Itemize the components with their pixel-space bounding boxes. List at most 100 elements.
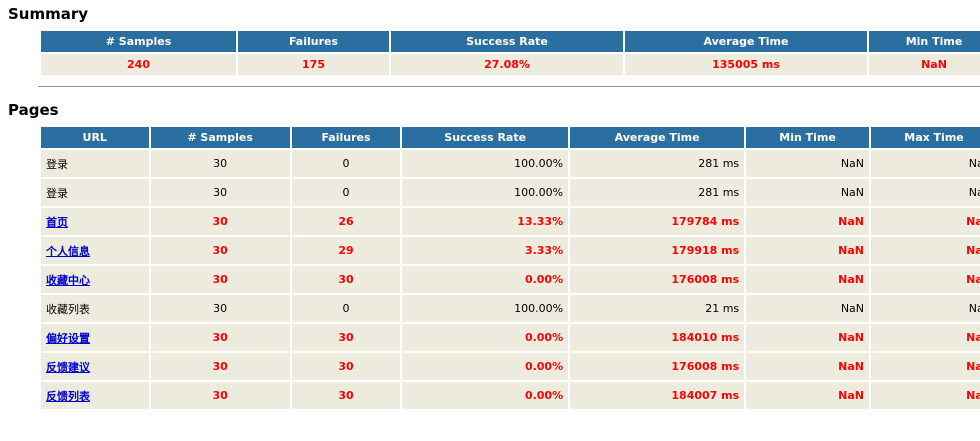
min-time-cell: NaN [746, 324, 870, 351]
min-time-cell: NaN [746, 179, 870, 206]
failures-cell: 30 [291, 353, 401, 380]
success-rate-cell: 100.00% [402, 295, 569, 322]
min-time-cell: NaN [746, 150, 870, 177]
min-time-cell: NaN [746, 295, 870, 322]
pages-header-url: URL [41, 127, 149, 148]
pages-header-average-time: Average Time [570, 127, 745, 148]
failures-cell: 30 [291, 266, 401, 293]
failures-cell: 0 [291, 295, 401, 322]
url-link[interactable]: 首页 [46, 215, 68, 229]
max-time-cell: NaN [871, 295, 980, 322]
samples-cell: 30 [150, 237, 290, 264]
min-time-cell: NaN [746, 382, 870, 409]
url-link[interactable]: 收藏中心 [46, 273, 90, 287]
url-cell: 首页 [41, 208, 149, 235]
min-time-cell: NaN [746, 237, 870, 264]
min-time-cell: NaN [746, 208, 870, 235]
pages-header-success-rate: Success Rate [402, 127, 569, 148]
max-time-cell: NaN [871, 324, 980, 351]
summary-header-min-time: Min Time [869, 31, 980, 52]
average-time-cell: 184007 ms [570, 382, 745, 409]
success-rate-cell: 0.00% [402, 382, 569, 409]
average-time-cell: 21 ms [570, 295, 745, 322]
summary-average-time: 135005 ms [625, 54, 867, 75]
success-rate-cell: 0.00% [402, 353, 569, 380]
average-time-cell: 179918 ms [570, 237, 745, 264]
summary-title: Summary [8, 5, 89, 23]
url-link[interactable]: 反馈列表 [46, 389, 90, 403]
samples-cell: 30 [150, 382, 290, 409]
failures-cell: 26 [291, 208, 401, 235]
url-link[interactable]: 反馈建议 [46, 360, 90, 374]
samples-cell: 30 [150, 353, 290, 380]
average-time-cell: 281 ms [570, 179, 745, 206]
success-rate-cell: 13.33% [402, 208, 569, 235]
summary-failures: 175 [238, 54, 389, 75]
max-time-cell: NaN [871, 266, 980, 293]
pages-header-min-time: Min Time [746, 127, 870, 148]
section-divider [38, 86, 980, 87]
failures-cell: 0 [291, 150, 401, 177]
samples-cell: 30 [150, 208, 290, 235]
average-time-cell: 176008 ms [570, 266, 745, 293]
pages-header-samples: # Samples [150, 127, 290, 148]
failures-cell: 30 [291, 324, 401, 351]
summary-row: 240 175 27.08% 135005 ms NaN [41, 54, 980, 75]
url-cell: 登录 [41, 150, 149, 177]
samples-cell: 30 [150, 266, 290, 293]
pages-title: Pages [8, 101, 59, 119]
summary-table: # Samples Failures Success Rate Average … [39, 29, 980, 77]
max-time-cell: NaN [871, 237, 980, 264]
success-rate-cell: 0.00% [402, 324, 569, 351]
failures-cell: 30 [291, 382, 401, 409]
samples-cell: 30 [150, 295, 290, 322]
max-time-cell: NaN [871, 150, 980, 177]
samples-cell: 30 [150, 179, 290, 206]
url-cell: 收藏中心 [41, 266, 149, 293]
max-time-cell: NaN [871, 353, 980, 380]
summary-success-rate: 27.08% [391, 54, 623, 75]
min-time-cell: NaN [746, 353, 870, 380]
success-rate-cell: 3.33% [402, 237, 569, 264]
success-rate-cell: 100.00% [402, 150, 569, 177]
url-link[interactable]: 偏好设置 [46, 331, 90, 345]
failures-cell: 29 [291, 237, 401, 264]
pages-header-failures: Failures [291, 127, 401, 148]
summary-header-average-time: Average Time [625, 31, 867, 52]
summary-samples: 240 [41, 54, 236, 75]
url-cell: 收藏列表 [41, 295, 149, 322]
success-rate-cell: 100.00% [402, 179, 569, 206]
max-time-cell: NaN [871, 208, 980, 235]
samples-cell: 30 [150, 324, 290, 351]
average-time-cell: 176008 ms [570, 353, 745, 380]
success-rate-cell: 0.00% [402, 266, 569, 293]
samples-cell: 30 [150, 150, 290, 177]
summary-header-failures: Failures [238, 31, 389, 52]
summary-header-row: # Samples Failures Success Rate Average … [41, 31, 980, 52]
url-cell: 个人信息 [41, 237, 149, 264]
failures-cell: 0 [291, 179, 401, 206]
max-time-cell: NaN [871, 382, 980, 409]
pages-header-row: URL # Samples Failures Success Rate Aver… [41, 127, 980, 148]
average-time-cell: 281 ms [570, 150, 745, 177]
url-cell: 反馈列表 [41, 382, 149, 409]
pages-table: URL # Samples Failures Success Rate Aver… [39, 125, 980, 411]
url-cell: 登录 [41, 179, 149, 206]
summary-header-samples: # Samples [41, 31, 236, 52]
max-time-cell: NaN [871, 179, 980, 206]
url-cell: 反馈建议 [41, 353, 149, 380]
url-cell: 偏好设置 [41, 324, 149, 351]
summary-min-time: NaN [869, 54, 980, 75]
min-time-cell: NaN [746, 266, 870, 293]
url-link[interactable]: 个人信息 [46, 244, 90, 258]
pages-header-max-time: Max Time [871, 127, 980, 148]
